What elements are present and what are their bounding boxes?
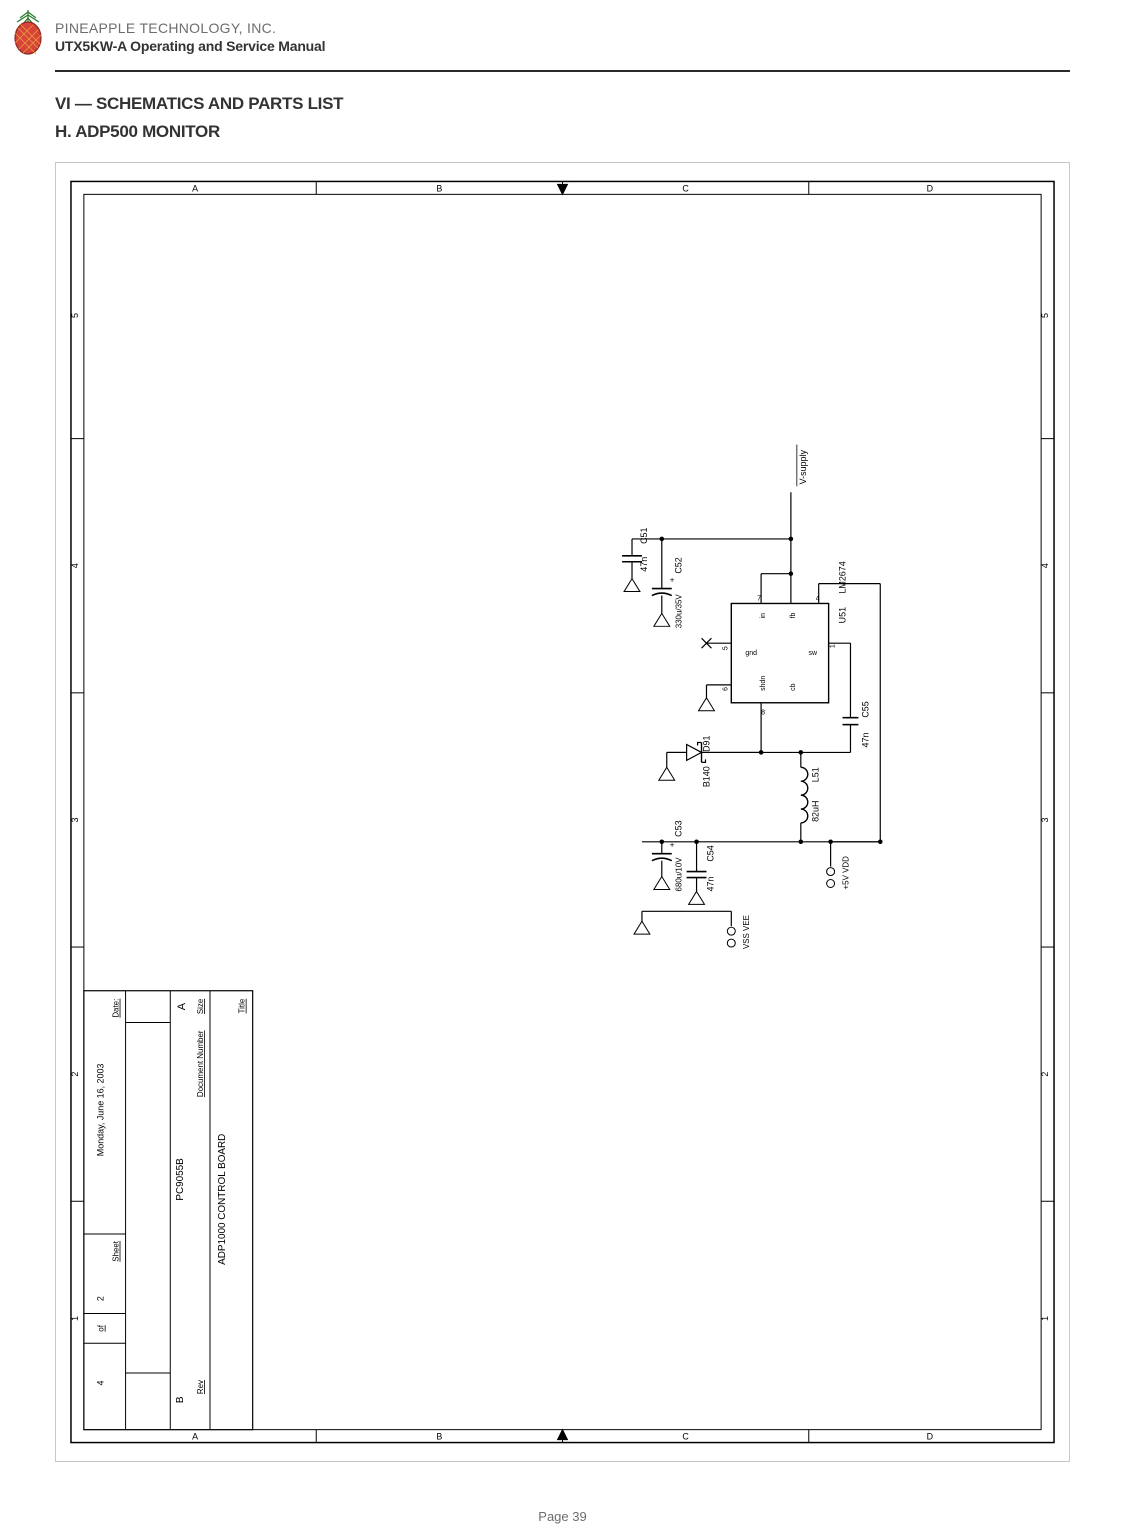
schematic-diagram: A B C D A B C D 5 4 3 2 1 5 4 3 2 1 V-su…: [66, 173, 1059, 1451]
schematic-frame: A B C D A B C D 5 4 3 2 1 5 4 3 2 1 V-su…: [55, 162, 1070, 1462]
svg-text:47n: 47n: [639, 557, 649, 572]
svg-text:680u/10V: 680u/10V: [675, 857, 684, 892]
page-header: PINEAPPLE TECHNOLOGY, INC. UTX5KW-A Oper…: [0, 0, 1125, 64]
svg-text:3: 3: [1040, 817, 1050, 822]
svg-text:A: A: [192, 1432, 198, 1442]
svg-text:C51: C51: [639, 527, 649, 543]
svg-text:V-supply: V-supply: [798, 450, 808, 485]
svg-text:4: 4: [70, 563, 80, 568]
svg-text:B: B: [175, 1396, 186, 1403]
svg-text:B140: B140: [701, 766, 711, 787]
page-number: Page 39: [0, 1509, 1125, 1524]
svg-text:C55: C55: [860, 701, 870, 717]
component-c53: + C53 680u/10V: [652, 820, 684, 891]
svg-text:Title: Title: [238, 998, 247, 1013]
svg-text:Rev: Rev: [196, 1380, 205, 1394]
svg-text:C: C: [682, 183, 689, 193]
svg-text:4: 4: [1040, 563, 1050, 568]
svg-text:Sheet: Sheet: [112, 1240, 121, 1262]
svg-text:C52: C52: [674, 557, 684, 573]
svg-text:47n: 47n: [705, 877, 715, 892]
component-c51: C51 47n: [622, 527, 649, 591]
svg-text:+5V VDD: +5V VDD: [841, 856, 850, 890]
svg-text:D: D: [927, 183, 934, 193]
svg-text:+: +: [670, 576, 675, 585]
company-name: PINEAPPLE TECHNOLOGY, INC.: [55, 20, 1125, 36]
svg-text:VSS VEE: VSS VEE: [742, 915, 751, 949]
component-d91: D91 B140: [659, 736, 761, 788]
svg-text:gnd: gnd: [745, 650, 757, 657]
svg-text:1: 1: [70, 1316, 80, 1321]
svg-text:2: 2: [1040, 1072, 1050, 1077]
svg-text:Date:: Date:: [112, 999, 121, 1018]
svg-text:8: 8: [761, 710, 765, 717]
section-heading: VI — SCHEMATICS AND PARTS LIST: [55, 94, 1125, 114]
header-divider: [55, 70, 1070, 72]
pineapple-logo-icon: [8, 8, 48, 58]
svg-text:fb: fb: [790, 612, 797, 618]
svg-text:3: 3: [70, 817, 80, 822]
svg-text:Document Number: Document Number: [196, 1030, 205, 1097]
component-l51: L51 82uH: [801, 752, 821, 841]
svg-text:Monday, June 16, 2003: Monday, June 16, 2003: [96, 1064, 106, 1157]
title-block: Title ADP1000 CONTROL BOARD Size A Docum…: [84, 991, 253, 1430]
component-c55: C55 47n: [843, 701, 871, 752]
svg-text:2: 2: [96, 1296, 106, 1301]
manual-title: UTX5KW-A Operating and Service Manual: [55, 38, 1125, 54]
svg-text:A: A: [176, 1002, 188, 1010]
svg-text:LM2674: LM2674: [838, 561, 848, 593]
svg-text:330u/35V: 330u/35V: [675, 594, 684, 629]
port-5v-vdd: +5V VDD: [827, 842, 851, 890]
svg-text:5: 5: [1040, 313, 1050, 318]
svg-text:A: A: [192, 183, 198, 193]
subsection-heading: H. ADP500 MONITOR: [55, 122, 1125, 142]
svg-text:B: B: [436, 183, 442, 193]
svg-text:cb: cb: [790, 683, 797, 690]
svg-text:L51: L51: [811, 767, 821, 782]
svg-text:sw: sw: [808, 650, 817, 657]
svg-text:in: in: [760, 613, 767, 619]
port-vss-vee: VSS VEE: [634, 911, 751, 949]
svg-text:shdn: shdn: [760, 676, 767, 691]
svg-text:5: 5: [722, 646, 729, 650]
svg-text:5: 5: [70, 313, 80, 318]
svg-text:ADP1000 CONTROL BOARD: ADP1000 CONTROL BOARD: [217, 1134, 228, 1265]
svg-text:D: D: [927, 1432, 934, 1442]
svg-text:+: +: [670, 841, 675, 850]
svg-text:4: 4: [96, 1380, 106, 1385]
svg-text:C: C: [682, 1432, 689, 1442]
svg-text:6: 6: [722, 687, 729, 691]
svg-text:82uH: 82uH: [811, 801, 821, 822]
svg-text:B: B: [436, 1432, 442, 1442]
svg-text:PC9055B: PC9055B: [175, 1158, 186, 1201]
svg-text:U51: U51: [838, 607, 848, 623]
svg-text:C54: C54: [705, 845, 715, 861]
svg-text:47n: 47n: [860, 733, 870, 748]
svg-text:2: 2: [70, 1072, 80, 1077]
component-c54: C54 47n: [687, 842, 716, 905]
component-c52: + C52 330u/35V: [652, 539, 684, 628]
svg-text:Size: Size: [196, 998, 205, 1014]
component-u51: LM2674 U51 in shdn fb cb gnd sw 7 4 5 6 …: [722, 561, 847, 716]
svg-text:of: of: [97, 1324, 106, 1331]
svg-text:1: 1: [1040, 1316, 1050, 1321]
svg-text:1: 1: [830, 644, 837, 648]
svg-text:C53: C53: [674, 820, 684, 836]
svg-text:D91: D91: [701, 736, 711, 752]
